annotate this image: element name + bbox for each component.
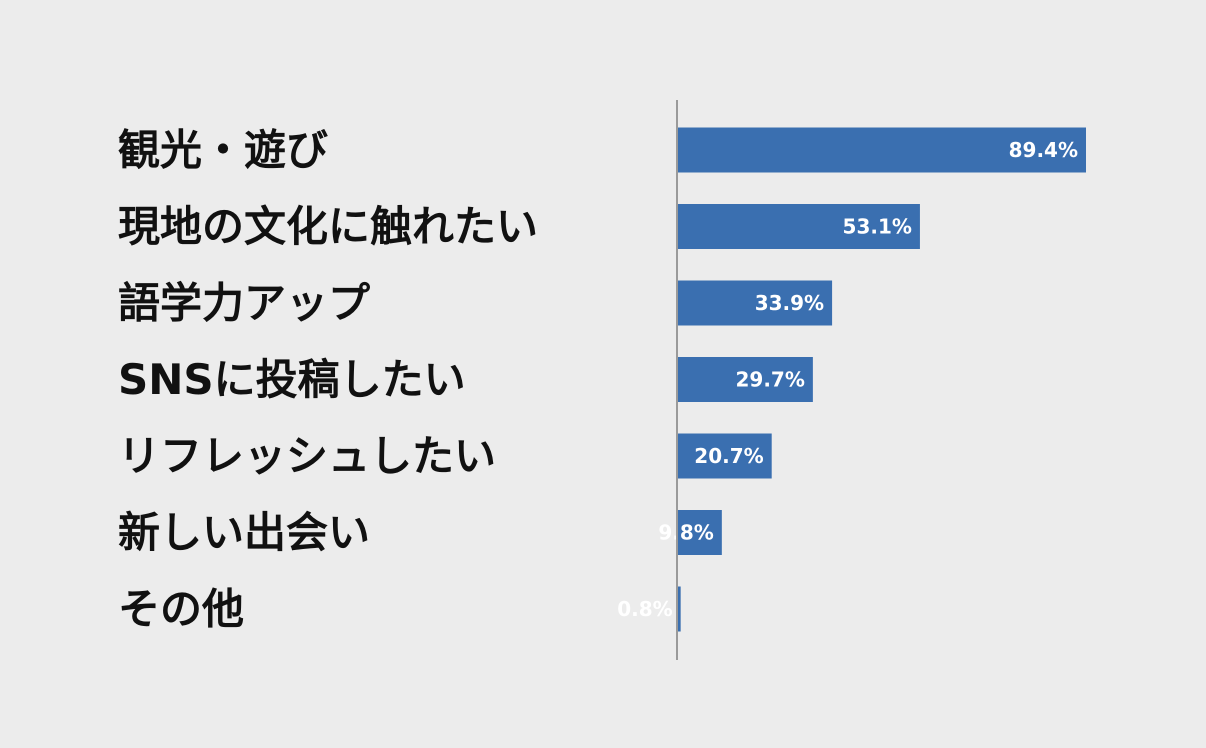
value-label: 29.7% [735,368,804,392]
category-label: SNSに投稿したい [118,355,466,404]
bars: 89.4% 53.1% 33.9% 29.7% 20.7% 9.8% 0.8% [617,127,1086,632]
value-label: 20.7% [694,444,763,468]
category-label: 現地の文化に触れたい [118,202,538,251]
value-label: 9.8% [658,521,713,545]
bar [677,586,681,632]
value-label: 89.4% [1009,138,1078,162]
bar [677,127,1086,173]
bar [677,357,813,402]
category-label: リフレッシュしたい [118,432,496,481]
bar [677,280,833,326]
category-label: 語学力アップ [118,279,370,328]
bar [677,510,722,555]
category-label: 観光・遊び [118,126,328,175]
bar [677,204,920,249]
bar [677,433,772,479]
value-label: 33.9% [755,291,824,315]
value-label: 0.8% [617,597,672,621]
category-label: その他 [118,585,244,634]
category-label: 新しい出会い [118,508,370,557]
value-label: 53.1% [843,215,912,239]
